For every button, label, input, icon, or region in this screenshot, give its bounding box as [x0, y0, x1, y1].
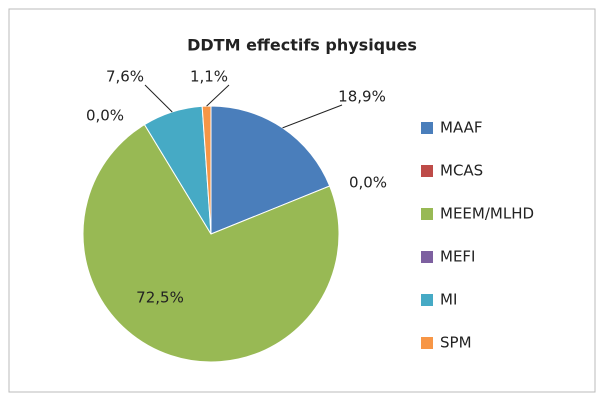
leader-line: [206, 84, 230, 107]
legend-label: MI: [440, 291, 457, 309]
leader-line: [144, 84, 173, 113]
data-label: 72,5%: [136, 289, 184, 307]
data-label: 0,0%: [86, 107, 124, 125]
pie-slice: [82, 123, 340, 363]
pie-slice: [210, 105, 331, 235]
legend-label: MEEM/MLHD: [440, 205, 534, 223]
legend-swatch: [421, 122, 433, 134]
legend-swatch: [421, 208, 433, 220]
data-label: 18,9%: [338, 88, 386, 106]
data-label: 7,6%: [106, 68, 144, 86]
legend-swatch: [421, 337, 433, 349]
legend-label: SPM: [440, 334, 472, 352]
legend-label: MCAS: [440, 162, 483, 180]
legend-label: MEFI: [440, 248, 475, 266]
legend-swatch: [421, 294, 433, 306]
legend-swatch: [421, 165, 433, 177]
legend-swatch: [421, 251, 433, 263]
data-label: 0,0%: [349, 174, 387, 192]
legend-label: MAAF: [440, 119, 483, 137]
chart-title: DDTM effectifs physiques: [187, 36, 417, 55]
pie-slice: [201, 105, 212, 235]
leader-line: [282, 104, 343, 129]
data-label: 1,1%: [190, 68, 228, 86]
